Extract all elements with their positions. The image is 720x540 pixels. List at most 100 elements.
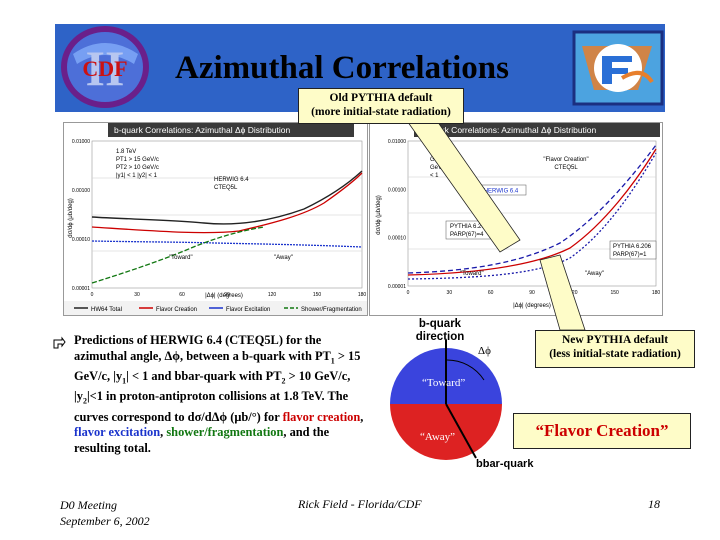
- x-axis-label: |Δϕ| (degrees): [205, 293, 243, 299]
- bullet-segment: | < 1 and bbar-quark with PT: [126, 369, 282, 384]
- bullet-segment: > 15 GeV/c, |y: [74, 348, 361, 384]
- flavor-creation-box: “Flavor Creation”: [513, 413, 691, 449]
- cond-3: PT2 > 10 GeV/c: [116, 165, 159, 171]
- bullet-text: Predictions of HERWIG 6.4 (CTEQ5L) for t…: [74, 333, 364, 457]
- left-plot: b-quark Correlations: Azimuthal Δϕ Distr…: [63, 122, 368, 316]
- dphi-text: Δϕ: [478, 345, 491, 357]
- x-tick-label: 0: [91, 292, 94, 298]
- cdf-logo: II CDF: [61, 26, 149, 108]
- x-tick-label: 120: [268, 292, 277, 298]
- subscript: 2: [281, 376, 286, 386]
- gen-1: HERWIG 6.4: [214, 177, 249, 183]
- right-plot-svg: 0.01000 0.00100 0.00010 0.00001 0 30 60 90 120 1…: [376, 139, 661, 309]
- legend-fe: Flavor Excitation: [226, 307, 270, 313]
- bullet-segment: flavor excitation: [74, 425, 161, 440]
- x-tick-label: 30: [134, 292, 140, 298]
- r-pyth-a-1: PYTHIA 6.206: [450, 224, 489, 230]
- r-toward: "Toward": [460, 271, 484, 277]
- callout-new-line1: New PYTHIA default: [561, 334, 669, 346]
- footer-meeting-line1: D0 Meeting: [60, 498, 117, 512]
- bullet-segment: ,: [360, 409, 364, 424]
- away-label: "Away": [274, 255, 293, 261]
- bullet-segment: , and the resulting total.: [74, 425, 330, 456]
- legend-total: HW64 Total: [91, 307, 122, 313]
- left-plot-svg: 0.01000 0.00100 0.00010 0.00001 0 30 60 90 120 1…: [64, 139, 367, 315]
- flavor-excitation-curve: [91, 240, 363, 248]
- x-tick-label: 30: [447, 290, 453, 296]
- away-text: “Away”: [420, 431, 455, 443]
- herwig-curve: [407, 148, 657, 276]
- r-pyth-a-2: PARP(67)=4: [450, 232, 484, 238]
- r-away: "Away": [585, 271, 604, 277]
- bullet-segment: Predictions of HERWIG 6.4 (CTEQ5L) for t…: [74, 333, 331, 363]
- azimuth-diagram: “Toward” “Away” Δϕ: [390, 340, 502, 460]
- x-tick-label: 180: [358, 292, 367, 298]
- r-cond-3: GeV/c: [430, 165, 447, 171]
- x-tick-label: 90: [529, 290, 535, 296]
- subscript: 1: [330, 356, 335, 366]
- y-tick-label: 0.00100: [388, 187, 406, 193]
- left-plot-title: b-quark Correlations: Azimuthal Δϕ Distr…: [108, 123, 354, 137]
- logo-numeral: II: [86, 40, 125, 96]
- y-tick-label: 0.00100: [72, 188, 90, 194]
- r-pyth-b-2: PARP(67)=1: [613, 252, 647, 258]
- y-tick-label: 0.00001: [72, 286, 90, 292]
- footer-page-number: 18: [648, 497, 660, 511]
- page-title: Azimuthal Correlations: [175, 50, 509, 86]
- bquark-line1: b-quark: [418, 318, 462, 330]
- r-pyth-b-1: PYTHIA 6.206: [613, 244, 652, 250]
- r-cond-2: GeV/c: [430, 157, 447, 163]
- footer-meeting-line2: September 6, 2002: [60, 514, 150, 528]
- right-plot: b-quark Correlations: Azimuthal Δϕ Distr…: [369, 122, 663, 316]
- callout-old-line1: Old PYTHIA default: [329, 92, 433, 104]
- x-tick-label: 60: [179, 292, 185, 298]
- bullet-segment: ,: [160, 425, 167, 440]
- r-x-axis-label: |Δϕ| (degrees): [513, 303, 551, 309]
- bquark-direction-label: b-quark direction: [400, 318, 480, 344]
- callout-old-pythia: Old PYTHIA default (more initial-state r…: [298, 88, 464, 124]
- x-tick-label: 90: [224, 292, 230, 298]
- footer-meeting: D0 Meeting September 6, 2002: [60, 497, 150, 529]
- subscript: 1: [122, 376, 127, 386]
- y-tick-label: 0.01000: [388, 139, 406, 145]
- bbar-label: bbar-quark: [476, 458, 534, 470]
- cond-4: |y1| < 1 |y2| < 1: [116, 173, 158, 179]
- footer-author: Rick Field - Florida/CDF: [298, 497, 422, 511]
- callout-new-line2: (less initial-state radiation): [549, 348, 681, 360]
- x-tick-label: 60: [488, 290, 494, 296]
- y-axis-label: dσ/dϕ (μb/deg): [68, 198, 74, 238]
- flavor-creation-curve: [91, 172, 363, 234]
- bullet-icon: [53, 336, 66, 349]
- bullet-segment: shower/fragmentation: [166, 425, 284, 440]
- away-region: [390, 404, 502, 460]
- legend-fc: Flavor Creation: [156, 307, 197, 313]
- x-tick-label: 180: [652, 290, 661, 296]
- y-tick-label: 0.01000: [72, 139, 90, 145]
- x-tick-label: 0: [407, 290, 410, 296]
- r-y-axis-label: dσ/dϕ (μb/deg): [376, 195, 382, 235]
- subscript: 2: [82, 396, 87, 406]
- r-herwig: HERWIG 6.4: [484, 189, 519, 195]
- bquark-line2: direction: [415, 331, 465, 343]
- r-fc-1: "Flavor Creation": [543, 157, 588, 163]
- y-tick-label: 0.00001: [388, 284, 406, 290]
- cond-1: 1.8 TeV: [116, 149, 136, 155]
- logo-text: CDF: [82, 56, 127, 81]
- y-tick-label: 0.00010: [72, 237, 90, 243]
- x-tick-label: 150: [610, 290, 619, 296]
- r-fc-2: CTEQ5L: [554, 165, 578, 171]
- cond-2: PT1 > 15 GeV/c: [116, 157, 159, 163]
- gen-2: CTEQ5L: [214, 185, 238, 191]
- pythia-a-curve: [407, 144, 657, 274]
- callout-new-pythia: New PYTHIA default (less initial-state r…: [535, 330, 695, 368]
- r-cond-1: 1.8 TeV: [430, 149, 450, 155]
- bullet-segment: > 10 GeV/c, |y: [74, 369, 351, 404]
- legend-shower: Shower/Fragmentation: [301, 307, 362, 313]
- y-tick-label: 0.00010: [388, 236, 406, 242]
- bullet-segment: |<1 in proton-antiproton collisions at 1…: [74, 389, 349, 424]
- florida-logo: [572, 30, 664, 106]
- shower-curve: [91, 226, 265, 284]
- callout-old-line2: (more initial-state radiation): [311, 106, 451, 118]
- x-tick-label: 150: [313, 292, 322, 298]
- total-curve: [91, 170, 363, 225]
